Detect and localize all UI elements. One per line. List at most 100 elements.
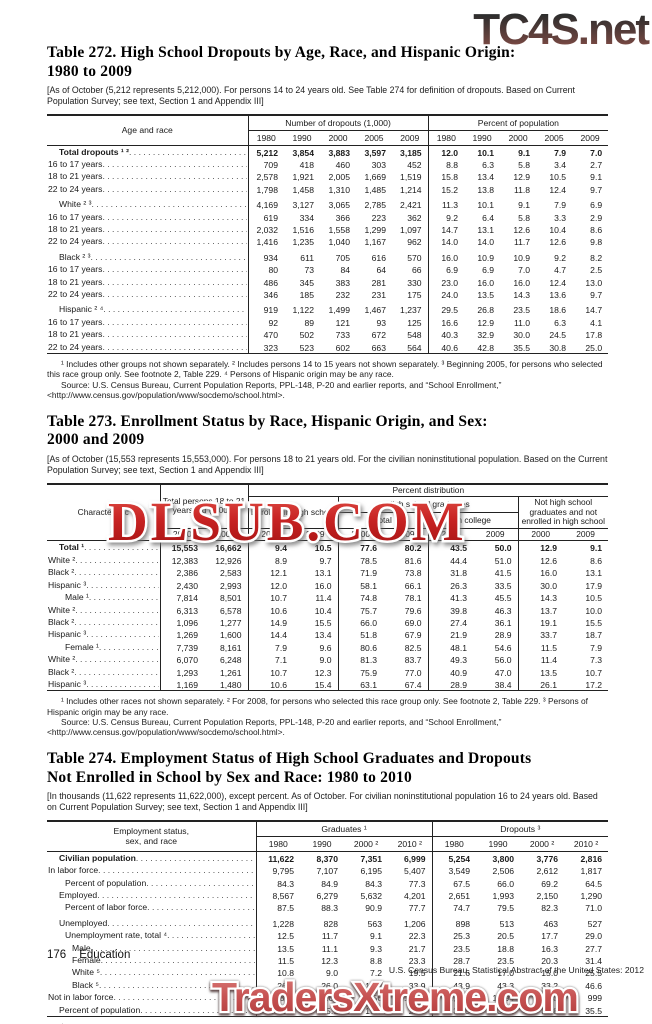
table-274-title-line1: Table 274. Employment Status of High Sch… xyxy=(47,750,532,768)
value-cell: 8,567 xyxy=(255,888,300,902)
value-cell: 30.8 xyxy=(549,342,567,353)
value-cell: 3,597 xyxy=(364,147,386,158)
value-cell: 7.9 xyxy=(590,642,603,653)
value-cell: 34.1 xyxy=(497,1005,515,1016)
value-cell: 5,254 xyxy=(431,851,477,865)
value-cell: 9.0 xyxy=(326,968,338,979)
table-row: Male ¹7,814 8,501 10.7 11.4 74.8 78.1 41.3 45.5… xyxy=(47,591,608,604)
value-cell: 40.3 xyxy=(427,328,465,341)
value-cell: 8.2 xyxy=(590,252,603,263)
value-cell: 460 xyxy=(335,160,350,170)
value-cell: 2.9 xyxy=(590,212,603,223)
value-cell: 121 xyxy=(335,317,350,328)
year-header: 1980 xyxy=(247,130,284,146)
table-row: Hispanic ³1,269 1,600 14.4 13.4 51.8 67.9 21.9… xyxy=(47,628,608,641)
value-cell: 14.3 xyxy=(513,290,531,301)
table-row: 22 to 24 years346 185 232 231 175 24.0 13.5 14.… xyxy=(47,288,608,301)
value-cell: 602 xyxy=(335,342,350,353)
value-cell: 1,467 xyxy=(364,305,386,316)
value-cell: 30.0 xyxy=(513,330,531,341)
value-cell: 48.1 xyxy=(427,640,473,654)
value-cell: 82.3 xyxy=(541,903,559,914)
value-cell: 16,662 xyxy=(215,543,242,554)
row-label: Hispanic ³ xyxy=(47,579,160,591)
year-header: 2010 ² xyxy=(564,836,609,852)
value-cell: 15.8 xyxy=(427,170,465,183)
year-header: 2009 xyxy=(473,528,518,542)
value-cell: 80.6 xyxy=(337,640,383,654)
value-cell: 548 xyxy=(407,330,422,341)
value-cell: 6.9 xyxy=(482,265,495,276)
year-header: 2009 xyxy=(293,528,338,542)
row-label: Black ⁵ xyxy=(47,979,256,991)
value-cell: 82.5 xyxy=(404,642,422,653)
value-cell: 14.4 xyxy=(247,628,293,641)
value-cell: 2,421 xyxy=(400,200,422,211)
value-cell: 21.9 xyxy=(427,628,473,641)
value-cell: 2,578 xyxy=(247,170,284,183)
value-cell: 16.3 xyxy=(541,943,559,954)
row-label: Hispanic ³ xyxy=(47,628,160,640)
table-row: Total dropouts ¹ ²5,212 3,854 3,883 3,597 3,… xyxy=(47,145,608,158)
value-cell: 50.0 xyxy=(494,543,512,554)
row-label: 18 to 21 years xyxy=(47,170,248,182)
year-header: 1980 xyxy=(431,836,477,852)
value-cell: 828 xyxy=(323,918,338,929)
value-cell: 2,032 xyxy=(247,223,284,236)
value-cell: 3.4 xyxy=(554,160,567,170)
value-cell: 32.5 xyxy=(431,1003,477,1017)
value-cell: 11.3 xyxy=(427,195,465,211)
value-cell: 619 xyxy=(247,210,284,224)
value-cell: 1,214 xyxy=(400,184,422,195)
row-label: 16 to 17 years xyxy=(47,158,248,170)
value-cell: 9.6 xyxy=(319,642,332,653)
value-cell: 79.6 xyxy=(404,605,422,616)
row-label: White ⁵ xyxy=(47,966,256,978)
value-cell: 14.9 xyxy=(247,615,293,629)
value-cell: 38.4 xyxy=(494,679,512,690)
table-row: Hispanic ² ⁴919 1,122 1,499 1,467 1,237 29.5 2… xyxy=(47,300,608,316)
table-row: In labor force9,795 7,107 6,195 5,407 3,549 2… xyxy=(47,864,608,877)
value-cell: 513 xyxy=(499,918,515,929)
value-cell: 4.1 xyxy=(590,317,603,328)
value-cell: 3,800 xyxy=(492,853,515,864)
value-cell: 75.7 xyxy=(337,603,383,616)
value-cell: 21.6 xyxy=(431,966,477,979)
value-cell: 9.8 xyxy=(590,237,603,248)
dot-leader xyxy=(147,902,254,912)
value-cell: 26.8 xyxy=(477,305,495,316)
table-272-headnote: [As of October (5,212 represents 5,212,0… xyxy=(47,85,575,106)
value-cell: 23.5 xyxy=(497,956,515,966)
value-cell: 470 xyxy=(247,328,284,341)
value-cell: 30.8 xyxy=(541,1005,559,1016)
value-cell: 962 xyxy=(407,237,422,248)
row-label: Not in labor force xyxy=(47,991,256,1003)
value-cell: 78.5 xyxy=(337,553,383,567)
value-cell: 84.9 xyxy=(321,878,338,889)
value-cell: 10.9 xyxy=(477,252,495,263)
table-274-title-line2: Not Enrolled in School by Sex and Race: … xyxy=(47,768,412,786)
row-label: 22 to 24 years xyxy=(47,288,248,300)
row-label: Total dropouts ¹ ² xyxy=(47,145,248,158)
row-label: 16 to 17 years xyxy=(47,316,248,328)
value-cell: 18.7 xyxy=(585,630,603,641)
value-cell: 11.4 xyxy=(315,593,332,604)
value-cell: 90.9 xyxy=(365,903,382,914)
value-cell: 2,005 xyxy=(328,172,350,183)
value-cell: 6.9 xyxy=(427,263,465,276)
value-cell: 1,416 xyxy=(247,235,284,248)
value-cell: 9.1 xyxy=(370,931,382,942)
value-cell: 84.3 xyxy=(255,876,300,889)
table-273-section: Table 273. Enrollment Status by Race, Hi… xyxy=(47,413,609,737)
table-274-headnote: [In thousands (11,622 represents 11,622,… xyxy=(47,791,598,812)
table-row: Percent of labor force87.5 88.3 90.9 77.7 74… xyxy=(47,901,608,914)
value-cell: 1,458 xyxy=(292,184,314,195)
value-cell: 3,776 xyxy=(536,853,559,864)
value-cell: 13.1 xyxy=(477,225,495,236)
edition-note: U.S. Census Bureau, Statistical Abstract… xyxy=(388,965,644,975)
year-header: 2000 xyxy=(159,528,204,542)
value-cell: 43.3 xyxy=(497,980,515,991)
dot-leader xyxy=(74,617,158,627)
value-cell: 35.5 xyxy=(513,342,531,353)
value-cell: 78.1 xyxy=(404,593,422,604)
